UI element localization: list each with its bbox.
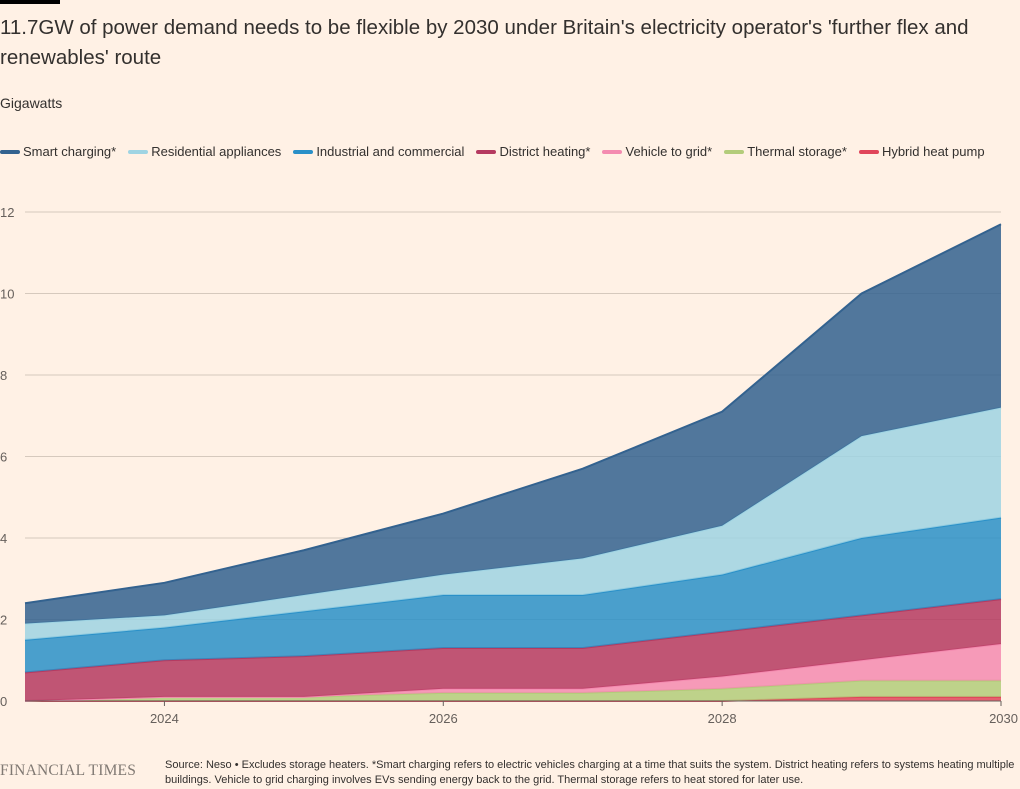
legend-label: District heating* <box>499 144 591 159</box>
x-tick-label: 2028 <box>708 711 737 726</box>
legend-swatch <box>0 149 20 154</box>
ft-top-bar <box>0 0 60 4</box>
legend-item-hybrid-heat-pump: Hybrid heat pump <box>858 144 985 159</box>
source-note: Source: Neso • Excludes storage heaters.… <box>165 759 1015 786</box>
legend-label: Residential appliances <box>151 144 282 159</box>
area-vehicle-to-grid <box>25 643 1001 701</box>
legend-label: Vehicle to grid* <box>625 144 713 159</box>
legend-label: Hybrid heat pump <box>881 144 985 159</box>
y-tick-label: 2 <box>0 613 7 628</box>
stacked-area-chart: 0 2 4 6 8 10 12 2024 2026 2028 2030 <box>0 205 1018 726</box>
area-residential-appliances <box>25 407 1001 640</box>
legend-label: Thermal storage* <box>747 144 847 159</box>
legend-label: Industrial and commercial <box>316 144 465 159</box>
legend-label: Smart charging* <box>23 144 117 159</box>
legend-swatch <box>602 149 623 154</box>
y-tick-label: 4 <box>0 531 7 546</box>
chart-legend: Smart charging* Residential appliances Ind… <box>0 144 1010 159</box>
legend-item-residential-appliances: Residential appliances <box>128 144 281 159</box>
y-tick-label: 12 <box>0 205 14 220</box>
chart-subtitle: Gigawatts <box>0 95 63 111</box>
legend-swatch <box>476 149 497 154</box>
x-tick-label: 2030 <box>989 711 1018 726</box>
legend-item-district-heating: District heating* <box>476 144 590 159</box>
y-tick-label: 0 <box>0 694 7 709</box>
legend-swatch <box>128 149 149 154</box>
area-smart-charging <box>25 224 1001 624</box>
legend-item-smart-charging: Smart charging* <box>0 144 116 159</box>
y-tick-label: 6 <box>0 450 7 465</box>
legend-swatch <box>858 149 879 154</box>
legend-item-industrial-and-commercial: Industrial and commercial <box>293 144 464 159</box>
legend-swatch <box>293 149 314 154</box>
legend-item-thermal-storage: Thermal storage* <box>724 144 847 159</box>
area-district-heating <box>25 599 1001 701</box>
y-tick-label: 8 <box>0 368 7 383</box>
legend-swatch <box>724 149 745 154</box>
legend-item-vehicle-to-grid: Vehicle to grid* <box>602 144 712 159</box>
chart-title: 11.7GW of power demand needs to be flexi… <box>0 16 969 69</box>
area-thermal-storage <box>25 680 1001 701</box>
y-tick-label: 10 <box>0 287 14 302</box>
x-tick-label: 2024 <box>150 711 179 726</box>
line-smart-charging <box>24 223 1002 605</box>
ft-logo: FINANCIAL TIMES <box>0 762 137 779</box>
x-tick-label: 2026 <box>429 711 458 726</box>
